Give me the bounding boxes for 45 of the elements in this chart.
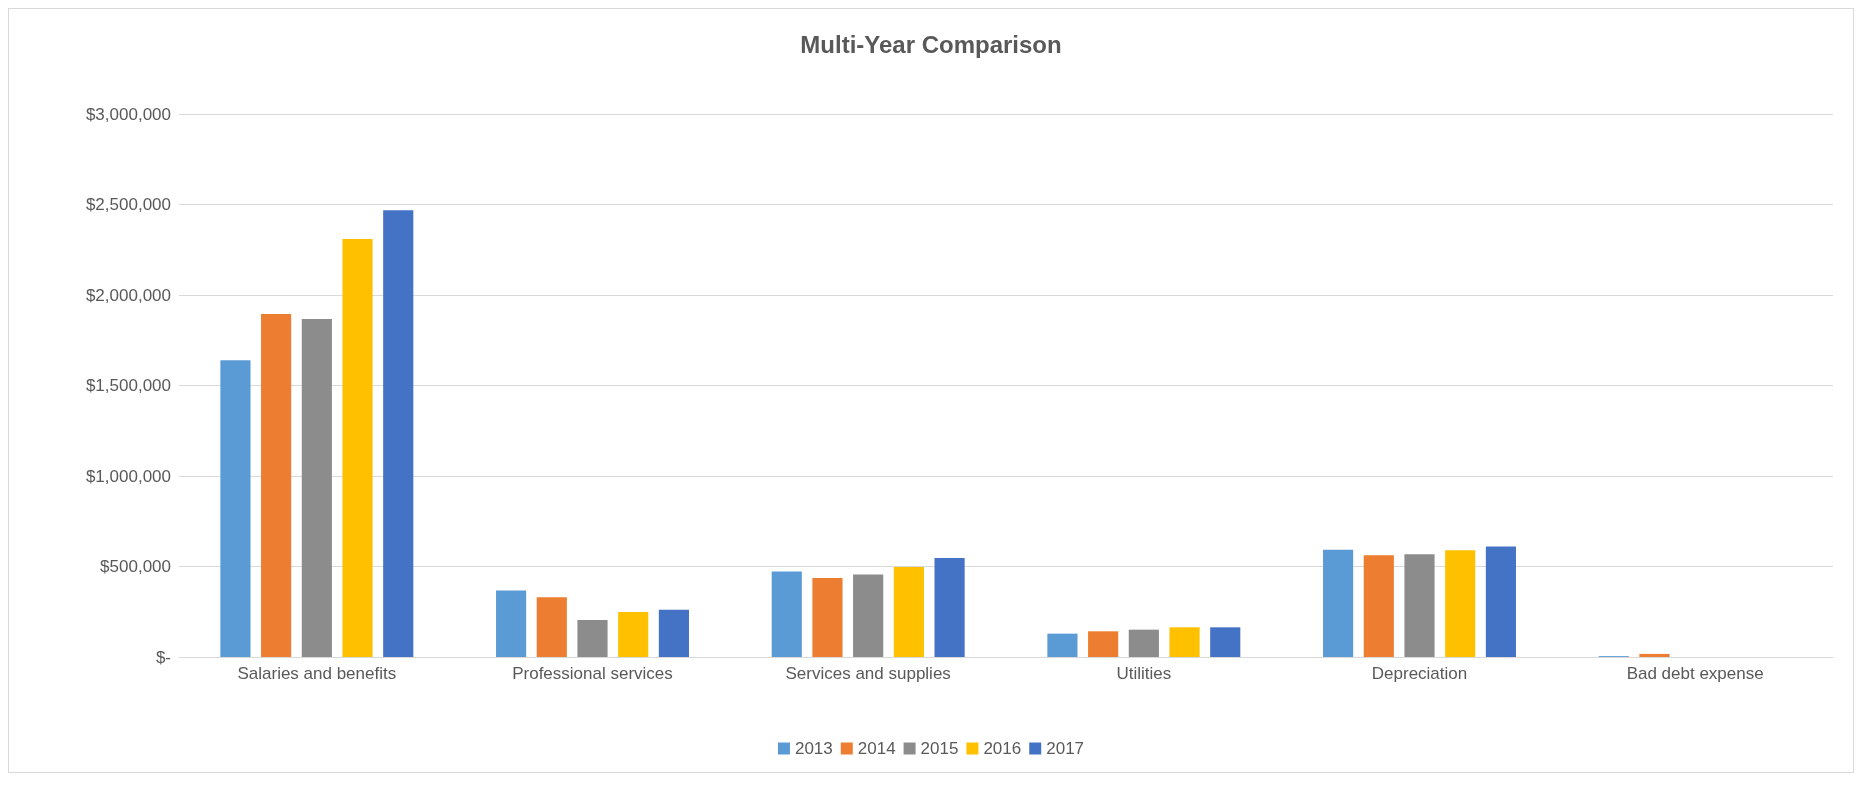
x-tick-label: Services and supplies xyxy=(785,664,951,683)
chart-title: Multi-Year Comparison xyxy=(800,30,1062,58)
bar xyxy=(1639,653,1670,657)
x-tick-label: Professional services xyxy=(512,664,673,683)
bar xyxy=(383,210,414,657)
y-tick-label: $- xyxy=(155,647,171,667)
bar xyxy=(658,609,689,657)
y-tick-label: $1,000,000 xyxy=(85,466,171,486)
bar xyxy=(536,597,567,657)
legend-label: 2014 xyxy=(857,739,896,758)
legend-label: 2016 xyxy=(983,739,1022,758)
y-tick-label: $1,500,000 xyxy=(85,376,171,395)
bar xyxy=(1128,629,1159,657)
x-tick-label: Salaries and benefits xyxy=(237,664,397,683)
bar xyxy=(934,557,965,657)
bar xyxy=(220,360,251,657)
legend-label: 2017 xyxy=(1046,739,1085,758)
bar xyxy=(1210,627,1241,657)
bar xyxy=(496,590,527,657)
bar xyxy=(301,319,332,657)
bar xyxy=(618,612,649,657)
y-tick-label: $3,000,000 xyxy=(85,104,171,124)
y-tick-label: $2,000,000 xyxy=(85,285,171,305)
x-tick-label: Utilities xyxy=(1116,664,1172,683)
bar xyxy=(812,577,843,657)
bar xyxy=(1088,631,1119,657)
bar xyxy=(1169,627,1200,657)
bar xyxy=(893,567,924,657)
bar xyxy=(1323,549,1354,657)
bar xyxy=(261,314,292,657)
y-tick-label: $500,000 xyxy=(100,557,171,576)
bar xyxy=(1047,633,1078,657)
y-tick-label: $2,500,000 xyxy=(85,195,171,214)
bar xyxy=(1363,555,1394,657)
x-tick-label: Bad debt expense xyxy=(1626,664,1764,683)
bar xyxy=(853,574,884,657)
bar xyxy=(771,571,802,657)
legend-label: 2013 xyxy=(794,739,833,758)
bar xyxy=(1485,546,1516,657)
bar xyxy=(1404,554,1435,657)
x-tick-label: Depreciation xyxy=(1371,664,1468,683)
legend-label: 2015 xyxy=(920,739,959,758)
bar xyxy=(1445,550,1476,657)
bar xyxy=(577,620,608,657)
bar xyxy=(342,238,373,657)
